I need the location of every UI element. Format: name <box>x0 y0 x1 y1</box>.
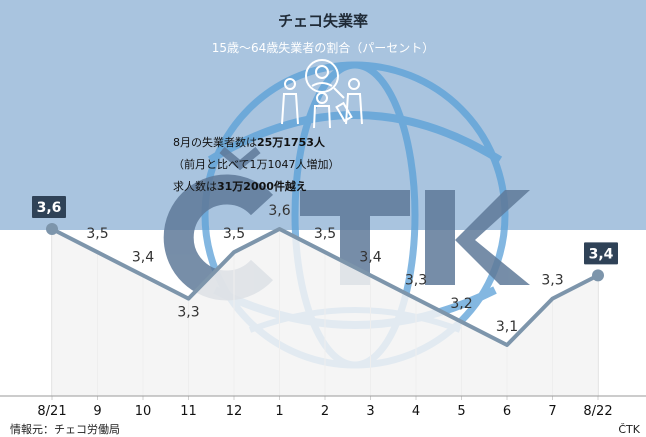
workers-icon <box>281 59 363 129</box>
value-label: 3,4 <box>132 249 154 265</box>
x-tick-label: 9 <box>93 404 101 419</box>
x-tick-label: 11 <box>180 404 197 419</box>
value-label: 3,2 <box>450 296 472 312</box>
x-tick-label: 5 <box>457 404 465 419</box>
annotation-line-1-prefix: 8月の失業者数は <box>173 136 257 149</box>
x-tick-label: 10 <box>135 404 152 419</box>
chart-subtitle: 15歳〜64歳失業者の割合（パーセント） <box>212 40 435 55</box>
annotation-line-3-prefix: 求人数は <box>173 180 217 193</box>
annotation-line-1: 8月の失業者数は25万1753人 <box>173 135 326 149</box>
data-point <box>592 269 604 282</box>
value-badge-bg <box>584 242 618 265</box>
value-badge: 3,6 <box>32 196 66 218</box>
value-label: 3,1 <box>496 319 518 335</box>
value-label: 3,5 <box>86 226 108 242</box>
value-label: 3,6 <box>268 203 290 219</box>
x-tick-label: 3 <box>366 404 374 419</box>
chart-title: チェコ失業率 <box>278 12 368 30</box>
x-tick-label: 6 <box>503 404 511 419</box>
x-tick-label: 8/22 <box>583 404 612 419</box>
ctk-logo-watermark <box>163 146 530 301</box>
value-label: 3,5 <box>314 226 336 242</box>
annotation-line-3-value: 31万2000件越え <box>217 179 307 193</box>
value-label: 3,4 <box>589 246 614 262</box>
annotation-line-1-value: 25万1753人 <box>257 135 326 149</box>
value-label: 3,3 <box>405 273 427 289</box>
x-tick-label: 8/21 <box>37 404 66 419</box>
value-labels: 3,6 3,5 3,4 3,3 3,5 3,6 3,5 3,4 3,3 3,2 3,1 3,3 3,4 <box>32 196 618 335</box>
area-fill <box>52 229 598 396</box>
data-points <box>46 223 604 282</box>
annotation-block: 8月の失業者数は25万1753人 （前月と比べて1万1047人増加） 求人数は3… <box>173 135 340 193</box>
value-label: 3,6 <box>37 200 62 216</box>
value-label: 3,5 <box>223 226 245 242</box>
x-tick-label: 4 <box>412 404 420 419</box>
annotation-line-2: （前月と比べて1万1047人増加） <box>173 157 340 171</box>
agency-credit: ČTK <box>618 423 640 436</box>
x-tick-label: 1 <box>275 404 283 419</box>
annotation-line-3: 求人数は31万2000件越え <box>173 179 307 193</box>
x-tick-label: 12 <box>226 404 243 419</box>
value-badge: 3,4 <box>584 242 618 265</box>
value-label: 3,3 <box>541 273 563 289</box>
x-tick-label: 7 <box>548 404 556 419</box>
source-note: 情報元：チェコ労働局 <box>10 422 120 436</box>
x-tick-label: 2 <box>321 404 329 419</box>
value-badge-bg <box>32 196 66 218</box>
x-axis-ticks: 8/21 9 10 11 12 1 2 3 4 5 6 7 8/22 <box>0 395 646 419</box>
series-line <box>51 227 599 347</box>
value-label: 3,3 <box>177 305 199 321</box>
data-point <box>46 223 58 235</box>
value-label: 3,4 <box>359 249 381 265</box>
